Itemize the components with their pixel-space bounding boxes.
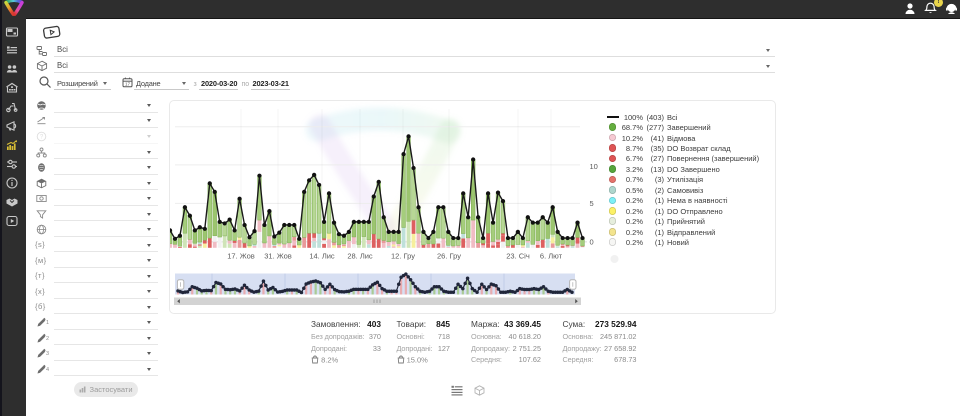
svg-text:0: 0	[590, 237, 594, 246]
svg-text:10: 10	[590, 162, 598, 171]
svg-text:31. Жов: 31. Жов	[264, 252, 292, 261]
svg-text:5: 5	[590, 199, 594, 208]
svg-text:14. Лис: 14. Лис	[309, 252, 335, 261]
svg-text:23. Січ: 23. Січ	[506, 252, 530, 261]
svg-text:?: ?	[40, 134, 44, 140]
svg-text:17: 17	[125, 81, 131, 86]
svg-text:17. Жов: 17. Жов	[227, 252, 255, 261]
svg-text:6. Лют: 6. Лют	[540, 252, 563, 261]
svg-text:26. Гру: 26. Гру	[437, 252, 461, 261]
svg-text:12. Гру: 12. Гру	[391, 252, 415, 261]
svg-text:28. Лис: 28. Лис	[347, 252, 373, 261]
